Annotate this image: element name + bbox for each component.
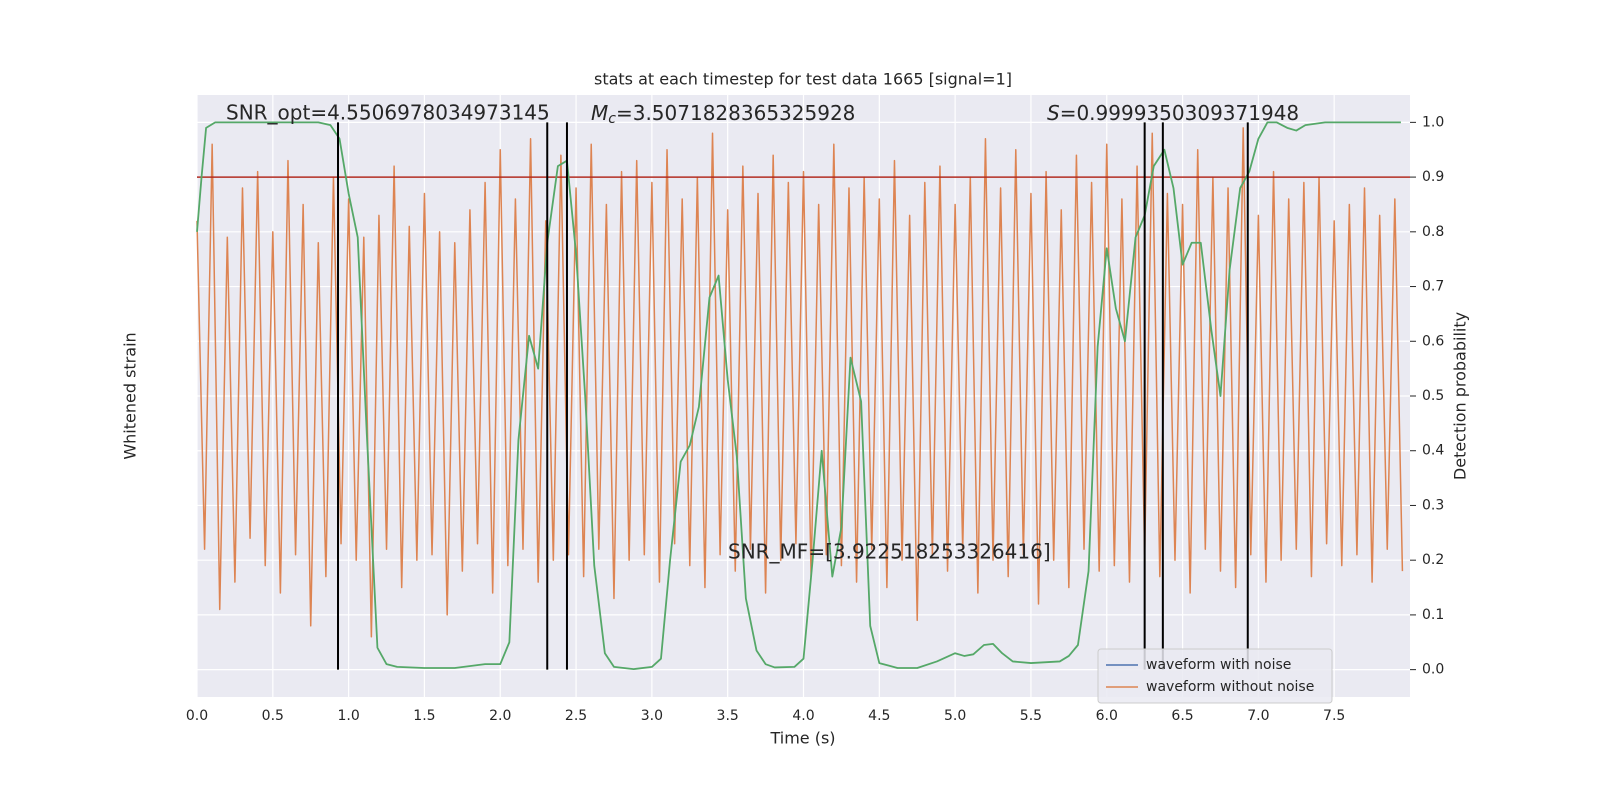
x-tick-label: 4.0 (792, 708, 814, 724)
x-tick-label: 4.5 (868, 708, 890, 724)
annotation: SNR_MF=[3.922518253326416] (728, 540, 1051, 564)
x-tick-label: 7.0 (1247, 708, 1269, 724)
y2-axis-label: Detection probability (1451, 312, 1470, 480)
y2-tick-label: 0.5 (1422, 388, 1444, 404)
annotation-value: =0.9999350309371948 (1060, 101, 1299, 125)
y2-tick-label: 0.3 (1422, 497, 1444, 513)
legend-label: waveform with noise (1146, 657, 1291, 673)
math-subscript: c (608, 111, 616, 127)
y2-tick-label: 0.7 (1422, 279, 1444, 295)
y-axis-label: Whitened strain (121, 332, 140, 459)
chart-title: stats at each timestep for test data 166… (594, 70, 1012, 89)
annotation-value: =3.5071828365325928 (616, 101, 855, 125)
x-axis-label: Time (s) (769, 729, 835, 748)
x-tick-label: 7.5 (1323, 708, 1345, 724)
y2-tick-label: 0.8 (1422, 224, 1444, 240)
x-tick-label: 2.0 (489, 708, 511, 724)
x-tick-label: 6.0 (1096, 708, 1118, 724)
x-tick-label: 5.5 (1020, 708, 1042, 724)
x-tick-label: 6.5 (1171, 708, 1193, 724)
y2-tick-label: 0.1 (1422, 607, 1444, 623)
x-tick-label: 3.0 (641, 708, 663, 724)
x-tick-label: 1.5 (413, 708, 435, 724)
x-tick-label: 3.5 (717, 708, 739, 724)
y2-tick-label: 1.0 (1422, 114, 1444, 130)
y2-tick-label: 0.6 (1422, 333, 1444, 349)
x-tick-label: 5.0 (944, 708, 966, 724)
annotation: Mc=3.5071828365325928 (591, 101, 855, 128)
x-tick-label: 0.0 (186, 708, 208, 724)
y2-tick-label: 0.2 (1422, 552, 1444, 568)
x-tick-label: 1.0 (337, 708, 359, 724)
series-line (196, 127, 1404, 638)
y2-tick-label: 0.9 (1422, 169, 1444, 185)
series-line (196, 121, 1401, 670)
math-symbol: M (591, 101, 608, 125)
x-tick-label: 0.5 (262, 708, 284, 724)
legend-label: waveform without noise (1146, 679, 1314, 695)
annotation: SNR_opt=4.5506978034973145 (226, 101, 550, 125)
y2-tick-label: 0.4 (1422, 443, 1444, 459)
x-tick-label: 2.5 (565, 708, 587, 724)
annotation: S=0.9999350309371948 (1047, 101, 1299, 125)
math-symbol: S (1047, 101, 1060, 125)
legend-box (1097, 648, 1333, 704)
y2-tick-label: 0.0 (1422, 662, 1444, 678)
